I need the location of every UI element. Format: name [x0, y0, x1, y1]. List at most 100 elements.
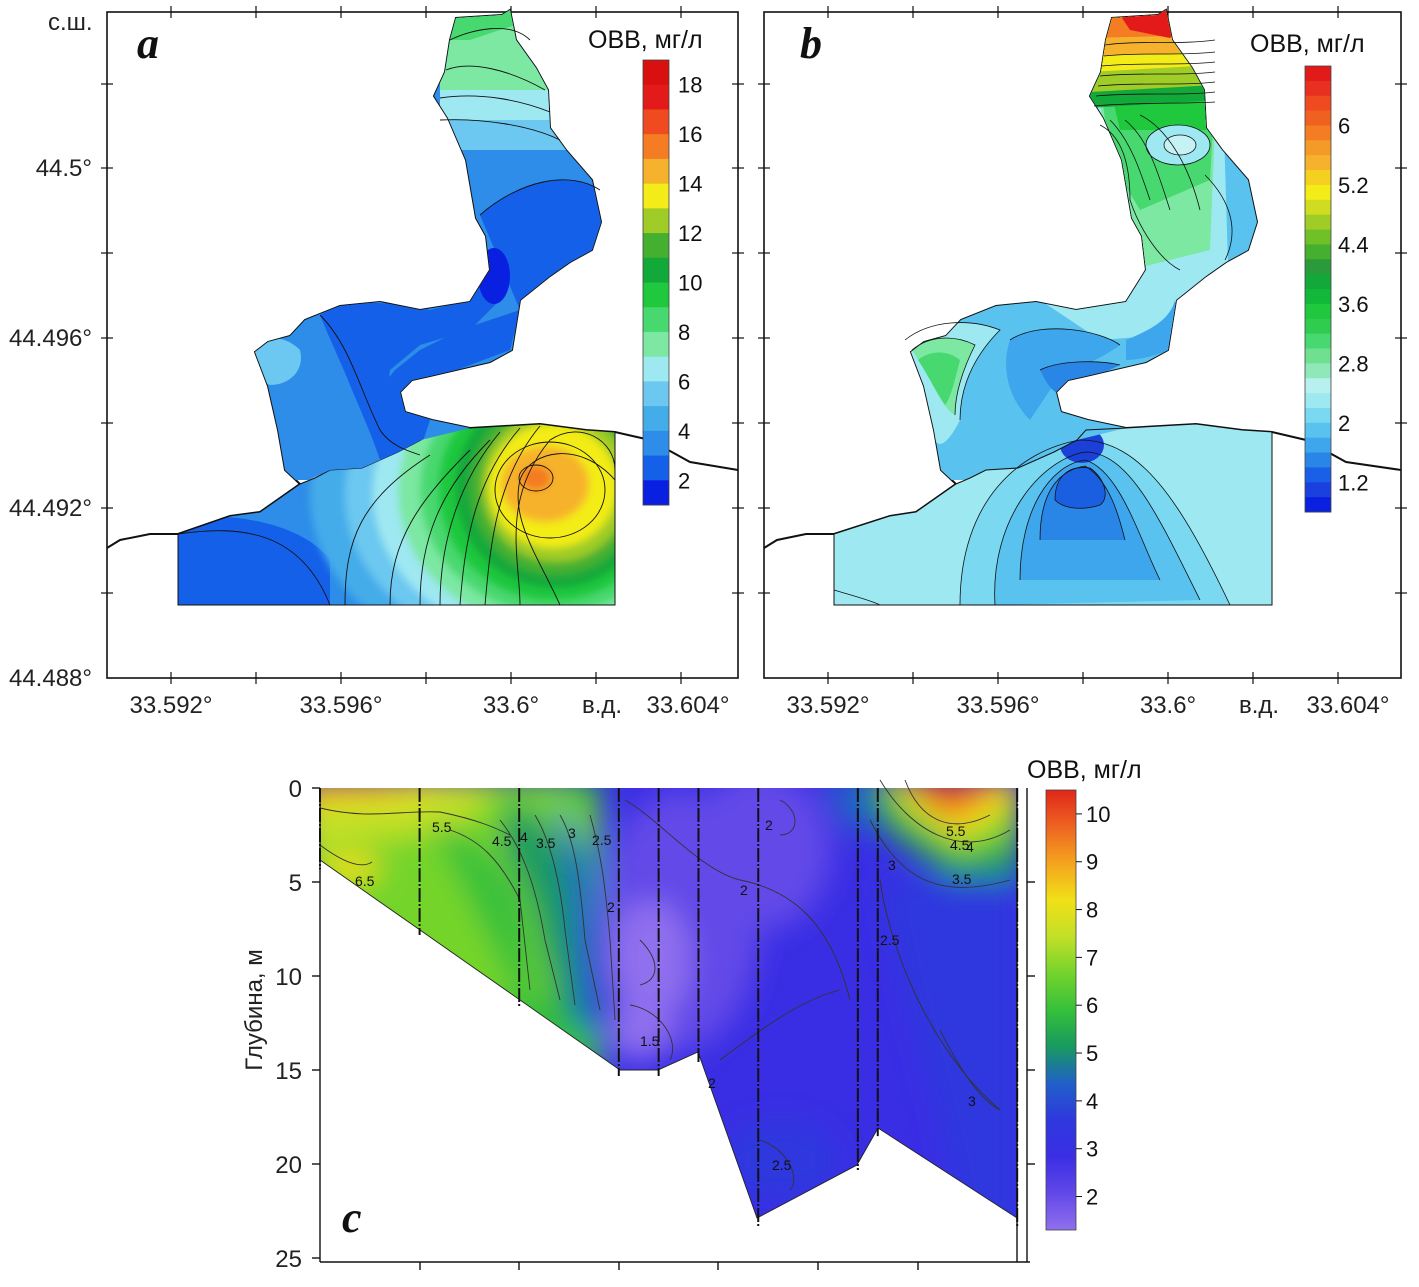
colorbar-swatch: [1305, 482, 1331, 498]
colorbar-c-title: OBB, мг/л: [1027, 756, 1142, 784]
colorbar-tick-label: 12: [678, 221, 702, 246]
colorbar-swatch: [1305, 318, 1331, 335]
svg-text:25: 25: [275, 1246, 302, 1273]
panel-c-letter: c: [342, 1193, 362, 1242]
contours-b: [833, 39, 1233, 606]
colorbar-swatch: [643, 233, 669, 259]
colorbar-gradient: [1045, 789, 1077, 1231]
colorbar-swatch: [643, 430, 669, 457]
colorbar-swatch: [643, 480, 669, 506]
colorbar-c: 2 3 4 5 6 7 8 9 10: [1045, 789, 1110, 1231]
svg-text:33.604°: 33.604°: [1306, 692, 1389, 719]
contour-label: 3: [888, 857, 896, 873]
contour-label: 2: [607, 899, 615, 915]
colorbar-tick-label: 2: [1086, 1185, 1098, 1210]
colorbar-swatch: [1305, 467, 1331, 483]
colorbar-swatch: [1305, 437, 1331, 454]
y-ticks-a: 44.5° 44.496° 44.492° 44.488°: [9, 155, 92, 692]
svg-text:44.492°: 44.492°: [9, 495, 92, 522]
svg-text:33.592°: 33.592°: [129, 692, 212, 719]
colorbar-swatch: [1305, 333, 1331, 349]
svg-text:20: 20: [275, 1152, 302, 1179]
colorbar-swatch: [643, 134, 669, 160]
contour-label: 2.5: [592, 832, 612, 848]
map-a-ticks: [101, 6, 744, 684]
colorbar-swatch: [1305, 140, 1331, 156]
colorbar-swatch: [1305, 422, 1331, 439]
svg-text:10: 10: [275, 964, 302, 991]
y-unit-a: с.ш.: [48, 9, 93, 36]
colorbar-a: 2 4 6 8 10 12 14 16 18: [642, 59, 702, 506]
contour-label: 2.5: [772, 1157, 792, 1173]
contour-label: 4.5: [950, 837, 970, 853]
colorbar-tick-label: 8: [678, 320, 690, 345]
colorbar-tick-label: 2.8: [1338, 351, 1369, 376]
colorbar-swatch: [1305, 378, 1331, 394]
colorbar-swatch: [1305, 407, 1331, 424]
contour-label: 3: [968, 1093, 976, 1109]
field-a-south: [178, 424, 615, 605]
colorbar-swatch: [1305, 95, 1331, 112]
colorbar-tick-label: 6: [678, 369, 690, 394]
colorbar-swatch: [1305, 497, 1331, 513]
map-b-ticks: [758, 6, 1407, 684]
colorbar-tick-label: 4: [1086, 1089, 1098, 1114]
section-axes: [312, 787, 1035, 1270]
svg-text:5: 5: [289, 870, 302, 897]
colorbar-swatch: [1305, 80, 1331, 97]
colorbar-tick-label: 16: [678, 122, 702, 147]
colorbar-tick-label: 18: [678, 73, 702, 98]
colorbar-swatch: [643, 356, 669, 382]
svg-text:33.596°: 33.596°: [956, 692, 1039, 719]
svg-text:44.488°: 44.488°: [9, 665, 92, 692]
contour-label: 4.5: [492, 833, 512, 849]
svg-text:44.496°: 44.496°: [9, 325, 92, 352]
contour-label: 4: [966, 839, 974, 855]
colorbar-swatch: [643, 455, 669, 481]
colorbar-swatch: [1305, 452, 1331, 468]
colorbar-swatch: [1305, 244, 1331, 260]
contour-label: 1.5: [640, 1033, 660, 1049]
colorbar-swatch: [643, 208, 669, 234]
colorbar-swatch: [1305, 348, 1331, 364]
x-unit-b: в.д.: [1239, 692, 1279, 719]
svg-text:33.592°: 33.592°: [786, 692, 869, 719]
colorbar-tick-label: 10: [1086, 802, 1110, 827]
contours-a: [177, 28, 616, 606]
contour-label: 2: [708, 1075, 716, 1091]
colorbar-swatch: [1305, 110, 1331, 126]
colorbar-swatch: [643, 84, 669, 110]
svg-text:15: 15: [275, 1058, 302, 1085]
svg-text:33.604°: 33.604°: [646, 692, 729, 719]
contour-label: 3.5: [952, 871, 972, 887]
colorbar-tick-label: 2: [1338, 411, 1350, 436]
x-unit-a: в.д.: [582, 692, 622, 719]
svg-text:33.6°: 33.6°: [1140, 692, 1196, 719]
panel-a: 2 4 6 8 10 12 14 16 18 OBB, мг/л a с.ш. в.д. 44.…: [9, 6, 744, 719]
colorbar-tick-label: 1.2: [1338, 470, 1369, 495]
x-ticks-a: 33.592° 33.596° 33.6° 33.604°: [129, 692, 729, 719]
colorbar-swatch: [643, 257, 669, 283]
colorbar-tick-label: 14: [678, 172, 702, 197]
colorbar-swatch: [1305, 274, 1331, 290]
colorbar-swatch: [1305, 363, 1331, 379]
contour-label: 2.5: [880, 932, 900, 948]
y-label-c: Глубина, м: [241, 949, 268, 1071]
svg-text:33.596°: 33.596°: [299, 692, 382, 719]
colorbar-a-title: OBB, мг/л: [588, 26, 703, 54]
colorbar-swatch: [1305, 303, 1331, 320]
colorbar-tick-label: 7: [1086, 945, 1098, 970]
section-contour-labels: 6.5 5.5 4.5 4 3.5 3 2.5 2 2 2 1.5 2 2.5 …: [355, 817, 976, 1173]
contour-label: 6.5: [355, 873, 375, 889]
colorbar-swatch: [643, 60, 669, 86]
section-field: [320, 788, 1017, 1218]
contour-label: 2: [740, 882, 748, 898]
field-b-south: [834, 424, 1272, 605]
colorbar-swatch: [1305, 393, 1331, 409]
colorbar-tick-label: 5: [1086, 1041, 1098, 1066]
colorbar-tick-label: 9: [1086, 850, 1098, 875]
contours-c: [319, 779, 1011, 1191]
x-ticks-b: 33.592° 33.596° 33.6° 33.604°: [786, 692, 1389, 719]
colorbar-tick-label: 6: [1338, 113, 1350, 138]
